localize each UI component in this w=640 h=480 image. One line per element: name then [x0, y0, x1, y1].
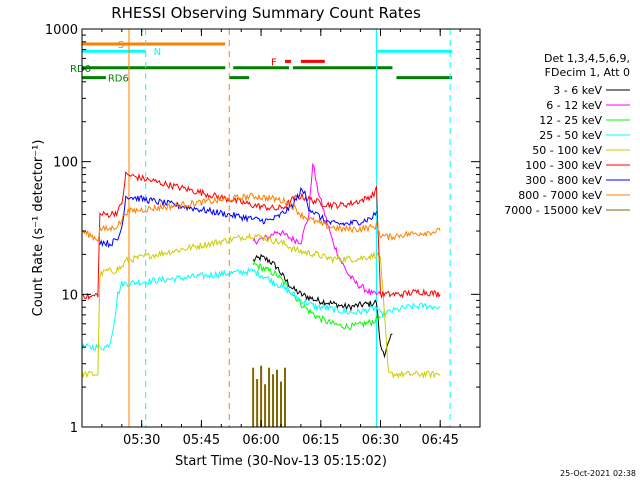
y-axis-label: Count Rate (s⁻¹ detector⁻¹) [31, 140, 46, 317]
flag-label: RD0 [70, 64, 91, 75]
observing-flags: S N F RD0 RD6 [70, 40, 453, 85]
legend-label: 6 - 12 keV [546, 99, 602, 112]
y-tick-label: 100 [53, 156, 78, 171]
x-tick-label: 05:30 [123, 433, 160, 448]
x-tick-label: 06:45 [421, 433, 458, 448]
legend-label: 300 - 800 keV [525, 174, 602, 187]
chart-title: RHESSI Observing Summary Count Rates [111, 4, 421, 22]
legend: Det 1,3,4,5,6,9,FDecim 1, Att 0 3 - 6 keV… [504, 52, 630, 217]
axes: 05:30 05:45 06:00 06:15 06:30 06:45 1 10 100 1000 [45, 23, 481, 448]
x-tick-label: 06:00 [242, 433, 279, 448]
series-line [81, 192, 441, 242]
series-line [252, 162, 381, 296]
series-line [252, 253, 393, 359]
legend-header: FDecim 1, Att 0 [545, 66, 630, 79]
y-tick-label: 1000 [45, 23, 78, 38]
vertical-markers [128, 29, 451, 427]
series-lines [81, 162, 441, 427]
legend-header: Det 1,3,4,5,6,9, [544, 52, 630, 65]
legend-label: 100 - 300 keV [525, 159, 602, 172]
series-line [81, 232, 441, 380]
flag-label: N [154, 47, 161, 58]
x-tick-label: 06:30 [362, 433, 399, 448]
series-line [99, 186, 377, 249]
flag-label: S [118, 40, 124, 51]
legend-label: 12 - 25 keV [539, 114, 602, 127]
legend-label: 50 - 100 keV [532, 144, 602, 157]
legend-label: 3 - 6 keV [553, 84, 602, 97]
flag-label: F [271, 57, 277, 68]
y-tick-label: 10 [61, 288, 78, 303]
x-tick-label: 06:15 [302, 433, 339, 448]
series-line [81, 170, 441, 301]
x-tick-label: 05:45 [183, 433, 220, 448]
legend-label: 7000 - 15000 keV [504, 204, 602, 217]
legend-label: 25 - 50 keV [539, 129, 602, 142]
y-tick-label: 1 [70, 421, 78, 436]
series-line [252, 261, 381, 331]
footer-timestamp: 25-Oct-2021 02:38 [560, 469, 636, 478]
legend-label: 800 - 7000 keV [518, 189, 602, 202]
series-line [81, 266, 441, 351]
flag-label: RD6 [108, 74, 129, 85]
x-axis-label: Start Time (30-Nov-13 05:15:02) [175, 454, 387, 469]
